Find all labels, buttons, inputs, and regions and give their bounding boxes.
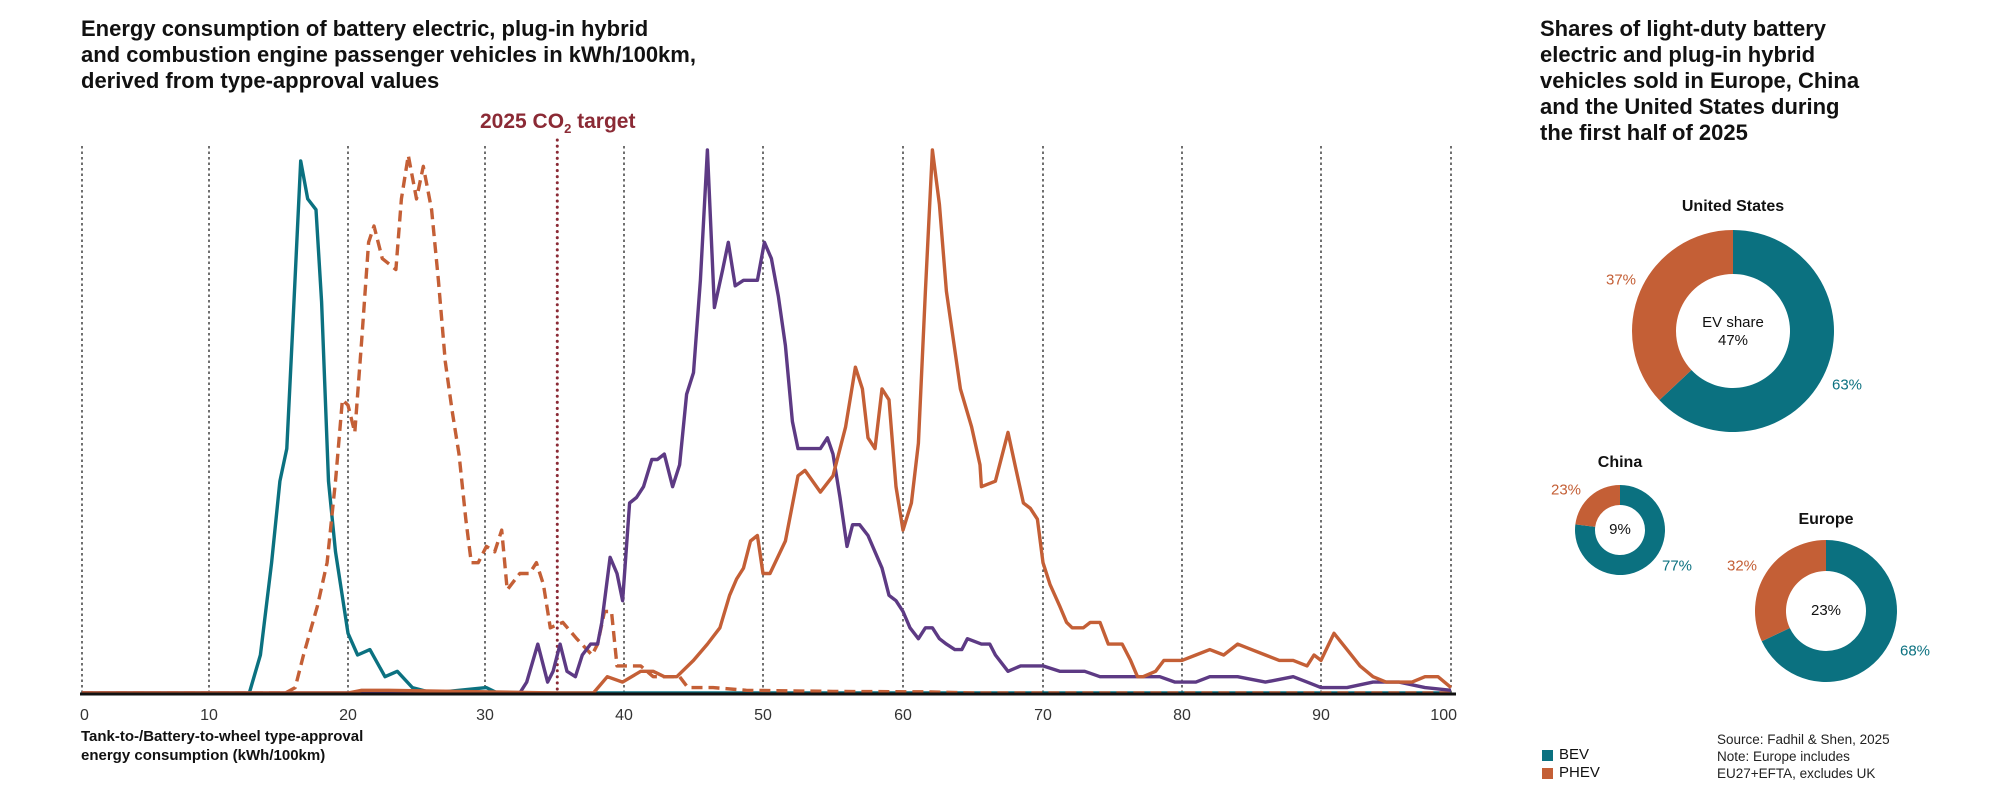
donut-phev-label-us: 37% — [1605, 271, 1637, 289]
ev-share-value: 47% — [1717, 332, 1749, 349]
donut-slice-phev-europe — [1755, 540, 1826, 642]
phev-swatch-icon — [1542, 767, 1553, 779]
x-tick-label: 0 — [80, 707, 89, 724]
x-tick-label: 20 — [339, 707, 357, 724]
donut-bev-label-us: 63% — [1831, 376, 1863, 394]
donut-slice-phev-china — [1575, 485, 1620, 527]
line-chart-title: Energy consumption of battery electric, … — [81, 16, 781, 94]
donut-phev-label-china: 23% — [1550, 481, 1582, 499]
series-lines — [82, 148, 1453, 695]
line-chart-title-line: derived from type-approval values — [81, 68, 440, 93]
pie-title-line: electric and plug-in hybrid — [1540, 42, 1816, 67]
target-label-text: 2025 CO — [480, 110, 565, 133]
x-tick-label: 90 — [1312, 707, 1330, 724]
x-tick-label: 10 — [200, 707, 218, 724]
x-tick-label: 80 — [1173, 707, 1191, 724]
pie-title-line: Shares of light-duty battery — [1540, 16, 1827, 41]
x-tick-label: 100 — [1430, 707, 1457, 724]
donut-slice-bev-us — [1659, 230, 1834, 432]
source-line: Source: Fadhil & Shen, 2025 — [1717, 732, 1890, 747]
x-axis: 0 10 20 30 40 50 60 70 80 90 100 — [80, 692, 1457, 724]
x-tick-label: 40 — [615, 707, 633, 724]
co2-target-label: 2025 CO2 target — [480, 110, 635, 136]
x-tick-label: 50 — [754, 707, 772, 724]
legend-label-phev: PHEV — [1559, 764, 1600, 781]
donut-center-us: EV share 47% — [1702, 314, 1764, 350]
ev-share-caption: EV share — [1702, 314, 1764, 331]
donut-slice-bev-europe — [1761, 540, 1898, 682]
donut-title-europe: Europe — [1798, 511, 1854, 528]
legend-label-bev: BEV — [1559, 746, 1590, 763]
line-chart: 0 10 20 30 40 50 60 70 80 90 100 — [80, 138, 1457, 724]
pie-title-line: and the United States during — [1540, 94, 1840, 119]
line-chart-title-line: and combustion engine passenger vehicles… — [81, 42, 696, 67]
bev-swatch-icon — [1542, 749, 1553, 761]
donut-slice-bev-china — [1575, 485, 1665, 575]
pie-title-line: the first half of 2025 — [1540, 120, 1748, 145]
pie-title-line: vehicles sold in Europe, China — [1540, 68, 1860, 93]
donut-center-china: 9% — [1609, 521, 1631, 538]
series-line-phev-dashed — [82, 153, 1451, 695]
x-tick-label: 70 — [1034, 707, 1052, 724]
line-chart-title-line: Energy consumption of battery electric, … — [81, 16, 649, 41]
target-label-text-end: target — [571, 110, 636, 133]
donut-phev-label-europe: 32% — [1726, 557, 1758, 575]
donut-title-us: United States — [1681, 198, 1785, 215]
donut-bev-label-china: 77% — [1661, 557, 1693, 575]
donut-slice-phev-us — [1632, 230, 1733, 401]
donut-title-china: China — [1597, 454, 1643, 471]
x-axis-label-line: energy consumption (kWh/100km) — [81, 747, 326, 764]
legend-item-phev: PHEV — [1542, 764, 1600, 782]
source-note: Source: Fadhil & Shen, 2025 Note: Europe… — [1717, 731, 1890, 782]
series-line-bev — [82, 159, 1451, 695]
note-line: Note: Europe includes — [1717, 749, 1850, 764]
x-axis-label: Tank-to-/Battery-to-wheel type-approval … — [81, 727, 481, 765]
x-tick-label: 60 — [894, 707, 912, 724]
donut-center-europe: 23% — [1810, 602, 1842, 619]
x-tick-label: 30 — [476, 707, 494, 724]
x-axis-label-line: Tank-to-/Battery-to-wheel type-approval — [81, 728, 364, 745]
target-label-subscript: 2 — [564, 121, 572, 137]
legend-item-bev: BEV — [1542, 746, 1600, 764]
donut-bev-label-europe: 68% — [1899, 642, 1931, 660]
series-line-phev-solid — [82, 148, 1453, 695]
pie-chart-title: Shares of light-duty battery electric an… — [1540, 16, 1910, 146]
note-line: EU27+EFTA, excludes UK — [1717, 766, 1876, 781]
legend: BEV PHEV — [1542, 746, 1600, 782]
